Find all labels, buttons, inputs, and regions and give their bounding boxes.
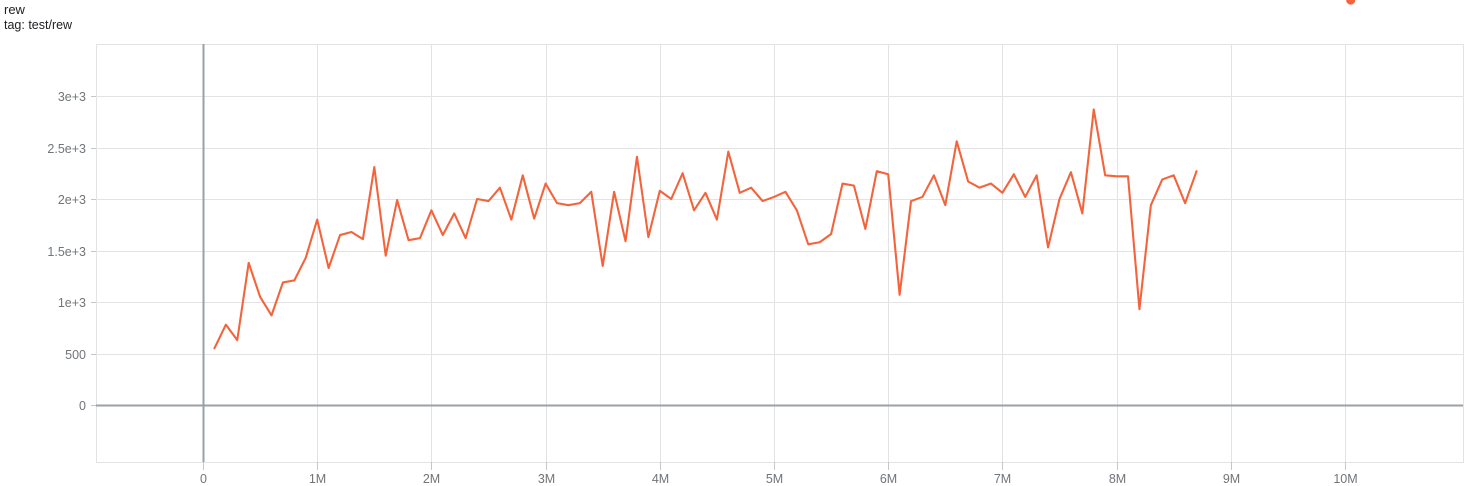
tick-marks-layer bbox=[91, 96, 1346, 470]
tick-labels-layer: 3e+3 2.5e+3 2e+3 1.5e+3 1e+3 500 0 0 1M 2M 3M 4M 5M 6… bbox=[47, 90, 1357, 486]
x-axis-label-8M: 8M bbox=[1109, 472, 1126, 486]
y-axis-label-500: 500 bbox=[65, 348, 86, 362]
plot-area-border bbox=[96, 44, 1464, 463]
x-axis-label-0: 0 bbox=[200, 472, 207, 486]
y-axis-label-1.5e+3: 1.5e+3 bbox=[47, 245, 86, 259]
x-axis-label-10M: 10M bbox=[1333, 472, 1357, 486]
series-layer bbox=[213, 0, 1356, 350]
x-axis-label-6M: 6M bbox=[880, 472, 897, 486]
y-axis-label-2.5e+3: 2.5e+3 bbox=[47, 142, 86, 156]
series-endpoint-marker bbox=[1346, 0, 1356, 5]
series-line-test/rew bbox=[213, 108, 1198, 350]
axis-lines-layer bbox=[96, 44, 1463, 462]
y-axis-label-0: 0 bbox=[79, 399, 86, 413]
x-axis-label-9M: 9M bbox=[1223, 472, 1240, 486]
y-axis-label-3e+3: 3e+3 bbox=[58, 90, 86, 104]
y-axis-label-1e+3: 1e+3 bbox=[58, 296, 86, 310]
x-axis-label-1M: 1M bbox=[309, 472, 326, 486]
chart-header: rew tag: test/rew bbox=[4, 2, 72, 34]
x-axis-label-7M: 7M bbox=[994, 472, 1011, 486]
x-axis-label-4M: 4M bbox=[652, 472, 669, 486]
x-axis-label-3M: 3M bbox=[538, 472, 555, 486]
page-title: rew bbox=[4, 2, 25, 17]
x-axis-label-2M: 2M bbox=[423, 472, 440, 486]
x-axis-label-5M: 5M bbox=[766, 472, 783, 486]
chart-tag-subtitle: tag: test/rew bbox=[4, 18, 73, 33]
y-axis-label-2e+3: 2e+3 bbox=[58, 193, 86, 207]
grid-layer bbox=[96, 44, 1464, 463]
